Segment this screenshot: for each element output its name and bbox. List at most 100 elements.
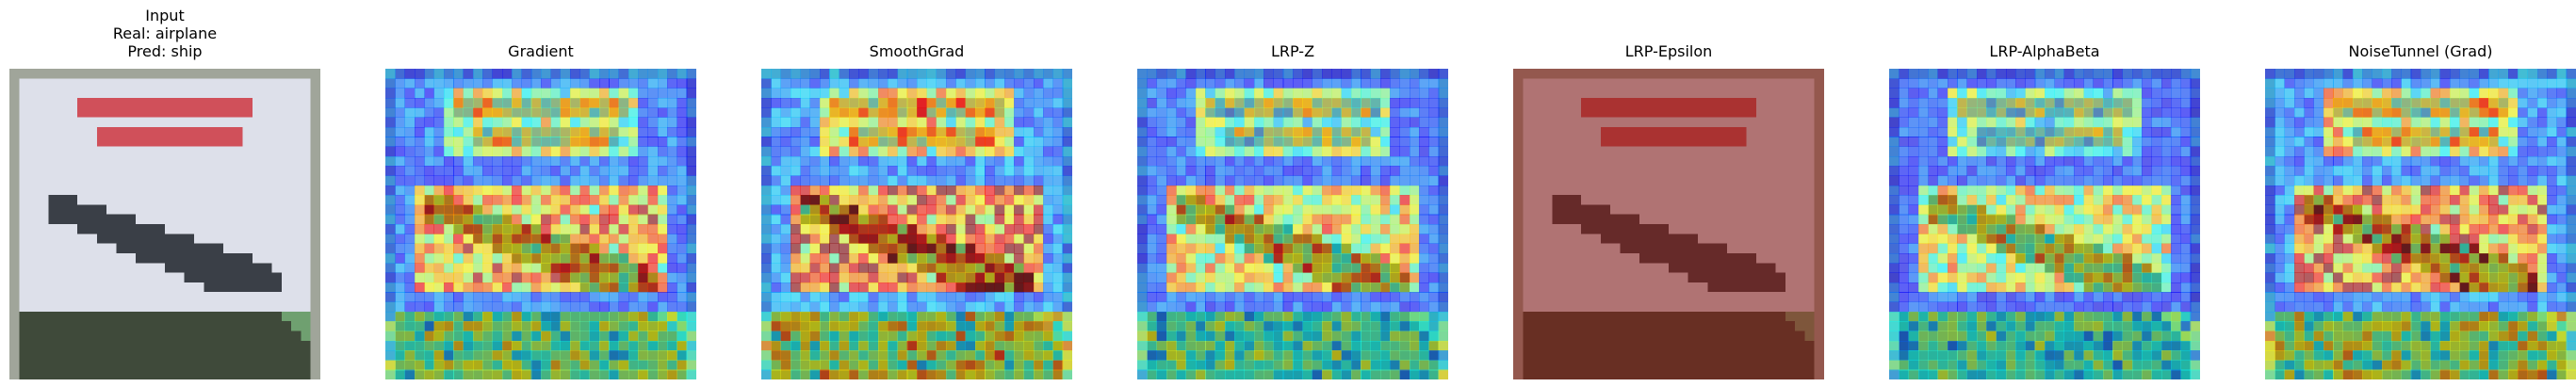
pixel <box>57 243 69 254</box>
heat-cell <box>906 321 918 332</box>
pixel <box>204 243 215 254</box>
heat-cell <box>492 69 503 79</box>
heat-cell <box>638 175 649 186</box>
heat-cell <box>897 146 908 157</box>
heat-cell <box>395 166 406 177</box>
heat-cell <box>1033 155 1044 167</box>
pixel <box>262 185 273 196</box>
heat-cell <box>628 78 639 89</box>
pixel <box>136 88 146 99</box>
heat-cell <box>1043 214 1053 225</box>
pixel <box>106 117 118 128</box>
pixel <box>28 97 40 108</box>
pixel <box>116 340 127 351</box>
input-image <box>9 69 320 379</box>
pixel <box>38 234 49 245</box>
heat-cell <box>550 155 562 167</box>
pixel <box>204 117 215 128</box>
heat-cell <box>560 282 571 293</box>
heat-cell <box>761 234 772 245</box>
heat-cell <box>598 155 610 167</box>
pixel <box>213 340 224 351</box>
heat-cell <box>974 137 986 148</box>
heat-cell <box>385 175 396 186</box>
pixel <box>204 331 215 342</box>
heat-cell <box>945 252 956 264</box>
heat-cell <box>1033 195 1044 205</box>
heat-cell <box>868 252 879 264</box>
heat-cell <box>800 204 811 216</box>
pixel <box>67 331 78 342</box>
pixel <box>174 107 186 119</box>
pixel <box>116 88 127 99</box>
pixel <box>233 185 244 196</box>
heat-cell <box>906 234 918 245</box>
heat-cell <box>829 292 840 303</box>
heat-cell <box>463 195 474 205</box>
pixel <box>48 350 59 361</box>
heat-cell <box>579 272 591 283</box>
heat-cell <box>667 175 677 186</box>
heat-cell <box>858 301 870 313</box>
heat-cell <box>1023 78 1035 89</box>
heat-cell <box>780 175 791 186</box>
heat-cell <box>858 263 870 274</box>
pixel <box>57 311 69 322</box>
pixel <box>106 69 118 79</box>
heat-cell <box>560 166 571 177</box>
heat-cell <box>829 243 840 254</box>
pixel <box>184 360 195 371</box>
pixel <box>125 369 137 379</box>
heat-cell <box>560 263 571 274</box>
heat-cell <box>433 126 445 137</box>
heat-cell <box>945 272 956 283</box>
heat-cell <box>868 263 879 274</box>
pixel <box>9 340 20 351</box>
pixel <box>145 350 156 361</box>
heat-cell <box>541 234 551 245</box>
heat-cell <box>1023 263 1035 274</box>
pixel <box>87 117 98 128</box>
pixel <box>28 252 40 264</box>
pixel <box>242 214 253 225</box>
pixel <box>48 234 59 245</box>
heat-cell <box>1023 107 1035 119</box>
pixel <box>9 214 20 225</box>
pixel <box>252 146 263 157</box>
pixel <box>165 340 175 351</box>
heat-cell <box>888 321 898 332</box>
heat-cell <box>771 311 782 322</box>
pixel <box>19 272 30 283</box>
pixel <box>291 166 302 177</box>
pixel <box>193 340 204 351</box>
heat-cell <box>647 88 659 99</box>
pixel <box>136 214 146 225</box>
heat-cell <box>589 243 600 254</box>
pixel <box>96 340 107 351</box>
pixel <box>233 272 244 283</box>
heat-cell <box>530 252 542 264</box>
heat-cell <box>598 97 610 108</box>
panel-title-line: Input <box>145 7 185 24</box>
heat-cell <box>780 292 791 303</box>
heat-cell <box>492 360 503 371</box>
heat-cell <box>492 137 503 148</box>
pixel <box>48 311 59 322</box>
heat-cell <box>501 321 513 332</box>
pixel <box>57 369 69 379</box>
heat-cell <box>686 146 696 157</box>
heat-cell <box>453 146 465 157</box>
pixel <box>310 126 320 137</box>
heat-cell <box>965 117 976 128</box>
pixel <box>204 137 215 148</box>
heat-cell <box>579 331 591 342</box>
pixel <box>174 195 186 205</box>
pixel <box>213 126 224 137</box>
heat-cell <box>917 204 927 216</box>
heat-cell <box>492 107 503 119</box>
heat-cell <box>598 243 610 254</box>
heat-cell <box>541 204 551 216</box>
heat-cell <box>501 155 513 167</box>
heat-cell <box>1023 117 1035 128</box>
heat-cell <box>628 369 639 379</box>
